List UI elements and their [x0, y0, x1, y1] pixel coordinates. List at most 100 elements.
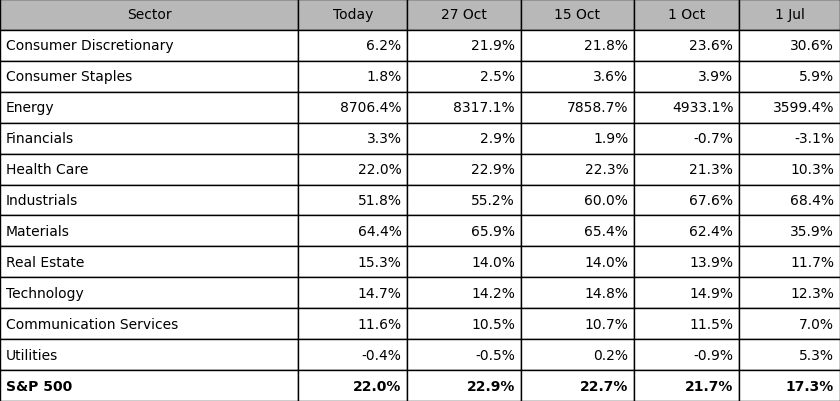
Text: 22.7%: 22.7% [580, 379, 628, 393]
Text: 60.0%: 60.0% [585, 194, 628, 207]
Text: 14.8%: 14.8% [585, 286, 628, 300]
Text: 21.8%: 21.8% [585, 39, 628, 53]
Text: 14.2%: 14.2% [471, 286, 515, 300]
Bar [634, 247, 739, 277]
Text: Technology: Technology [6, 286, 84, 300]
Bar [0, 277, 298, 308]
Text: 13.9%: 13.9% [690, 255, 733, 269]
Text: 3.6%: 3.6% [593, 70, 628, 84]
Bar [634, 216, 739, 247]
Text: 5.3%: 5.3% [799, 348, 834, 362]
Text: 27 Oct: 27 Oct [441, 8, 487, 22]
Bar [298, 0, 407, 31]
Bar [407, 277, 521, 308]
Text: 3.9%: 3.9% [698, 70, 733, 84]
Text: 11.5%: 11.5% [690, 317, 733, 331]
Text: 55.2%: 55.2% [471, 194, 515, 207]
Bar [739, 154, 840, 185]
Bar [298, 370, 407, 401]
Text: Today: Today [333, 8, 373, 22]
Bar [298, 277, 407, 308]
Bar [634, 308, 739, 339]
Bar [634, 62, 739, 93]
Text: 2.5%: 2.5% [480, 70, 515, 84]
Text: 21.7%: 21.7% [685, 379, 733, 393]
Bar [298, 247, 407, 277]
Bar [298, 216, 407, 247]
Bar [739, 62, 840, 93]
Text: 11.7%: 11.7% [790, 255, 834, 269]
Text: 17.3%: 17.3% [786, 379, 834, 393]
Bar [739, 339, 840, 370]
Text: 5.9%: 5.9% [799, 70, 834, 84]
Text: 68.4%: 68.4% [790, 194, 834, 207]
Bar [739, 308, 840, 339]
Text: Financials: Financials [6, 132, 74, 146]
Bar [634, 31, 739, 62]
Text: -0.9%: -0.9% [693, 348, 733, 362]
Bar [298, 31, 407, 62]
Text: 22.9%: 22.9% [466, 379, 515, 393]
Bar [0, 339, 298, 370]
Bar [298, 93, 407, 124]
Bar [407, 370, 521, 401]
Text: 12.3%: 12.3% [790, 286, 834, 300]
Text: 0.2%: 0.2% [593, 348, 628, 362]
Bar [0, 154, 298, 185]
Text: 3599.4%: 3599.4% [773, 101, 834, 115]
Bar [521, 0, 634, 31]
Text: Communication Services: Communication Services [6, 317, 178, 331]
Bar [0, 216, 298, 247]
Text: Energy: Energy [6, 101, 55, 115]
Text: 10.7%: 10.7% [585, 317, 628, 331]
Text: -0.5%: -0.5% [475, 348, 515, 362]
Bar [521, 185, 634, 216]
Text: 22.3%: 22.3% [585, 163, 628, 176]
Text: Sector: Sector [127, 8, 171, 22]
Bar [521, 339, 634, 370]
Text: 7858.7%: 7858.7% [567, 101, 628, 115]
Bar [0, 93, 298, 124]
Text: 67.6%: 67.6% [690, 194, 733, 207]
Bar [521, 93, 634, 124]
Text: 65.4%: 65.4% [585, 225, 628, 238]
Text: 14.0%: 14.0% [471, 255, 515, 269]
Text: 10.3%: 10.3% [790, 163, 834, 176]
Bar [0, 62, 298, 93]
Bar [634, 0, 739, 31]
Bar [634, 124, 739, 154]
Bar [298, 62, 407, 93]
Text: 22.0%: 22.0% [353, 379, 402, 393]
Bar [634, 339, 739, 370]
Text: Utilities: Utilities [6, 348, 58, 362]
Text: 6.2%: 6.2% [366, 39, 402, 53]
Bar [407, 154, 521, 185]
Text: 15.3%: 15.3% [358, 255, 402, 269]
Text: Consumer Discretionary: Consumer Discretionary [6, 39, 174, 53]
Bar [521, 247, 634, 277]
Bar [298, 308, 407, 339]
Bar [407, 93, 521, 124]
Text: 30.6%: 30.6% [790, 39, 834, 53]
Text: 14.7%: 14.7% [358, 286, 402, 300]
Text: 1.9%: 1.9% [593, 132, 628, 146]
Text: 8317.1%: 8317.1% [454, 101, 515, 115]
Bar [407, 216, 521, 247]
Text: 65.9%: 65.9% [471, 225, 515, 238]
Bar [739, 277, 840, 308]
Text: Health Care: Health Care [6, 163, 88, 176]
Bar [634, 370, 739, 401]
Bar [298, 124, 407, 154]
Bar [521, 370, 634, 401]
Text: 35.9%: 35.9% [790, 225, 834, 238]
Bar [298, 185, 407, 216]
Text: S&P 500: S&P 500 [6, 379, 72, 393]
Text: 1 Jul: 1 Jul [774, 8, 805, 22]
Bar [739, 0, 840, 31]
Bar [521, 277, 634, 308]
Text: 7.0%: 7.0% [799, 317, 834, 331]
Text: 14.0%: 14.0% [585, 255, 628, 269]
Bar [739, 31, 840, 62]
Bar [521, 216, 634, 247]
Text: 22.0%: 22.0% [358, 163, 402, 176]
